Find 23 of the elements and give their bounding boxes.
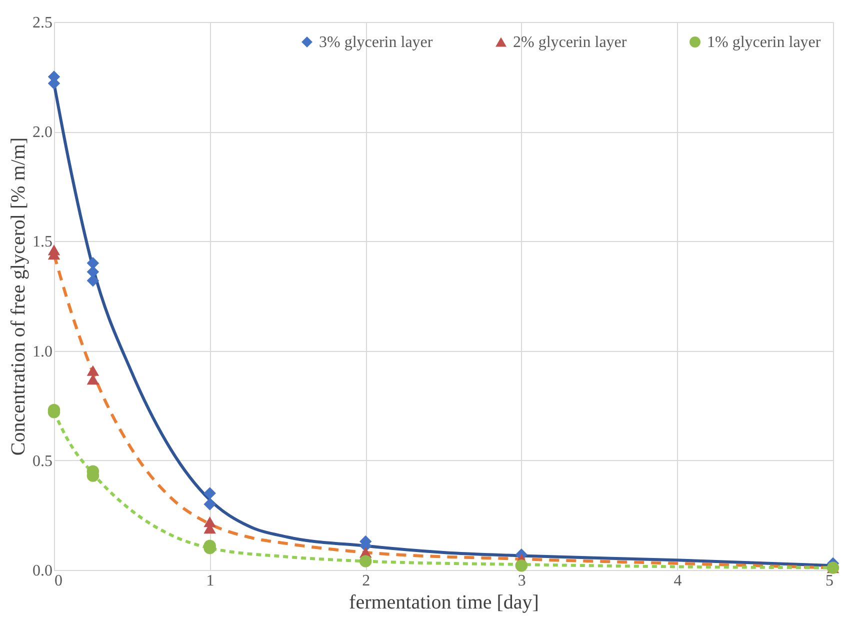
point	[204, 498, 216, 510]
point	[86, 274, 100, 287]
y-axis-title: Concentration of free glycerol [% m/m]	[8, 137, 30, 456]
x-tick-label: 3	[518, 572, 526, 590]
y-tick-label: 2.0	[32, 124, 52, 142]
point	[204, 487, 216, 500]
x-tick-label: 4	[674, 572, 682, 590]
y-tick-label: 0.0	[32, 562, 52, 580]
point	[86, 365, 100, 376]
x-tick-label: 5	[826, 572, 834, 590]
y-tick-label: 1.5	[32, 234, 52, 251]
y-tick-label: 1.0	[32, 343, 52, 360]
x-axis-title: fermentation time [day]	[349, 592, 539, 614]
y-tick-label: 2.5	[32, 14, 52, 32]
legend-label: 1% glycerin layer	[707, 34, 822, 51]
x-tick-label: 0	[54, 572, 62, 590]
x-tick-label: 2	[362, 572, 370, 590]
y-tick-label: 0.5	[32, 452, 52, 470]
legend-label: 3% glycerin layer	[319, 34, 434, 51]
point	[515, 560, 528, 572]
point	[359, 555, 372, 568]
x-tick-label: 1	[206, 572, 214, 590]
legend-label: 2% glycerin layer	[513, 34, 628, 51]
